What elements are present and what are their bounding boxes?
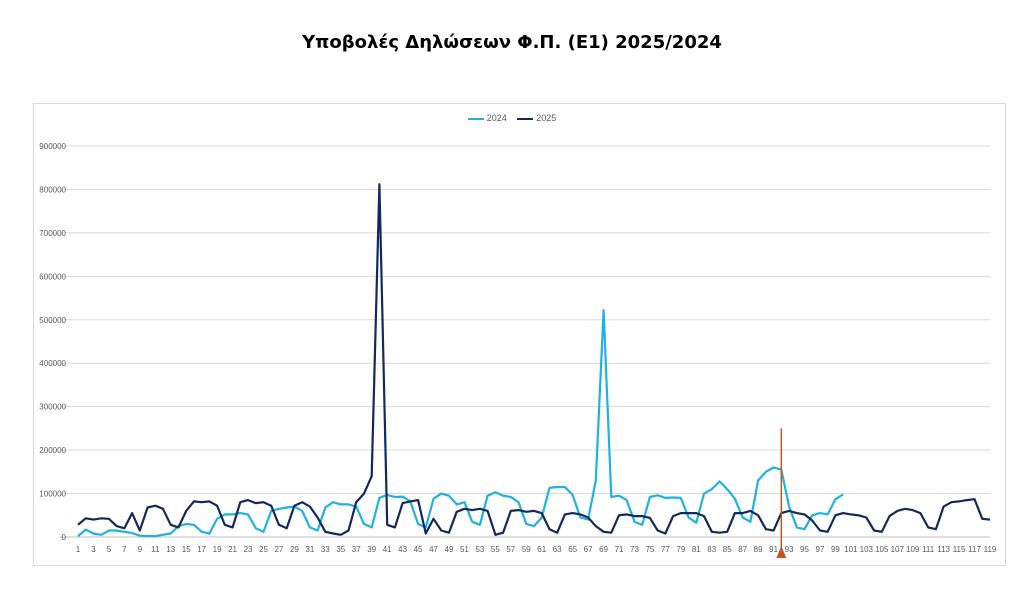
x-tick-label: 41 [383, 545, 392, 554]
x-tick-label: 95 [800, 545, 809, 554]
x-tick-label: 23 [244, 545, 253, 554]
x-tick-label: 105 [875, 545, 889, 554]
x-tick-label: 47 [429, 545, 438, 554]
x-tick-label: 77 [661, 545, 670, 554]
chart-title: Υποβολές Δηλώσεων Φ.Π. (Ε1) 2025/2024 [302, 32, 722, 53]
x-tick-label: 91 [769, 545, 778, 554]
x-tick-label: 21 [228, 545, 237, 554]
gridlines [60, 145, 990, 538]
legend-swatch-2025 [517, 117, 534, 120]
x-tick-label: 101 [844, 545, 858, 554]
x-tick-label: 3 [91, 545, 96, 554]
legend-label-2025: 2025 [536, 113, 557, 123]
x-tick-label: 7 [122, 545, 127, 554]
x-tick-label: 111 [922, 545, 935, 554]
x-tick-label: 39 [367, 545, 376, 554]
x-tick-label: 13 [166, 545, 175, 554]
x-tick-label: 65 [568, 545, 577, 554]
x-tick-label: 37 [352, 545, 361, 554]
x-tick-label: 107 [891, 545, 905, 554]
x-tick-label: 57 [506, 545, 515, 554]
y-axis-ticks: 0 100000 200000 300000 400000 500000 600000 700… [39, 142, 66, 542]
marker-arrow [776, 546, 787, 558]
x-tick-label: 83 [707, 545, 716, 554]
x-tick-label: 79 [676, 545, 685, 554]
y-tick-label: 900000 [39, 142, 66, 151]
x-tick-label: 15 [182, 545, 191, 554]
x-tick-label: 67 [584, 545, 593, 554]
x-tick-label: 17 [197, 545, 206, 554]
legend-swatch-2024 [467, 117, 484, 120]
legend: 2024 2025 [0, 113, 1024, 123]
y-tick-label: 800000 [39, 185, 66, 194]
y-tick-label: 500000 [39, 316, 66, 325]
x-tick-label: 97 [816, 545, 825, 554]
x-tick-label: 45 [414, 545, 423, 554]
y-tick-label: 200000 [39, 446, 66, 455]
chart-area [33, 103, 1006, 566]
x-tick-label: 27 [274, 545, 283, 554]
legend-item-2024: 2024 [467, 113, 507, 123]
x-tick-label: 31 [305, 545, 314, 554]
x-tick-label: 33 [321, 545, 330, 554]
x-tick-label: 75 [645, 545, 654, 554]
y-tick-label: 700000 [39, 229, 66, 238]
x-tick-label: 69 [599, 545, 608, 554]
y-tick-label: 0 [62, 533, 67, 542]
x-tick-label: 29 [290, 545, 299, 554]
y-tick-label: 400000 [39, 359, 66, 368]
x-tick-label: 87 [738, 545, 747, 554]
y-tick-label: 300000 [39, 403, 66, 412]
x-tick-label: 113 [937, 545, 950, 554]
x-tick-label: 35 [336, 545, 345, 554]
legend-label-2024: 2024 [486, 113, 507, 123]
x-tick-label: 55 [491, 545, 500, 554]
x-tick-label: 53 [475, 545, 484, 554]
x-axis-ticks: 1 3 5 7 9 11 13 15 17 19 21 23 25 27 29 31 33 35 37 39 41 43 4… [76, 545, 997, 554]
x-tick-label: 81 [692, 545, 701, 554]
x-tick-label: 43 [398, 545, 407, 554]
x-tick-label: 85 [723, 545, 732, 554]
x-tick-label: 1 [76, 545, 81, 554]
x-tick-label: 19 [213, 545, 222, 554]
x-tick-label: 89 [754, 545, 763, 554]
series-lines [77, 183, 991, 538]
x-tick-label: 9 [138, 545, 143, 554]
x-tick-label: 99 [831, 545, 840, 554]
x-tick-label: 117 [968, 545, 981, 554]
x-tick-label: 11 [151, 545, 160, 554]
x-tick-label: 71 [615, 545, 624, 554]
series-line-2025 [77, 183, 991, 536]
y-tick-label: 100000 [39, 490, 66, 499]
x-tick-label: 109 [906, 545, 920, 554]
x-tick-label: 115 [953, 545, 966, 554]
x-tick-label: 49 [445, 545, 454, 554]
y-tick-label: 600000 [39, 272, 66, 281]
x-tick-label: 61 [537, 545, 546, 554]
series-line-2024 [77, 309, 844, 538]
x-tick-label: 51 [460, 545, 469, 554]
x-tick-label: 93 [785, 545, 794, 554]
x-tick-label: 63 [553, 545, 562, 554]
current-position-marker [776, 428, 787, 558]
x-tick-label: 59 [522, 545, 531, 554]
legend-item-2025: 2025 [517, 113, 556, 123]
x-tick-label: 25 [259, 545, 268, 554]
x-tick-label: 103 [860, 545, 874, 554]
x-tick-label: 5 [107, 545, 112, 554]
x-tick-label: 73 [630, 545, 639, 554]
x-tick-label: 119 [984, 545, 997, 554]
